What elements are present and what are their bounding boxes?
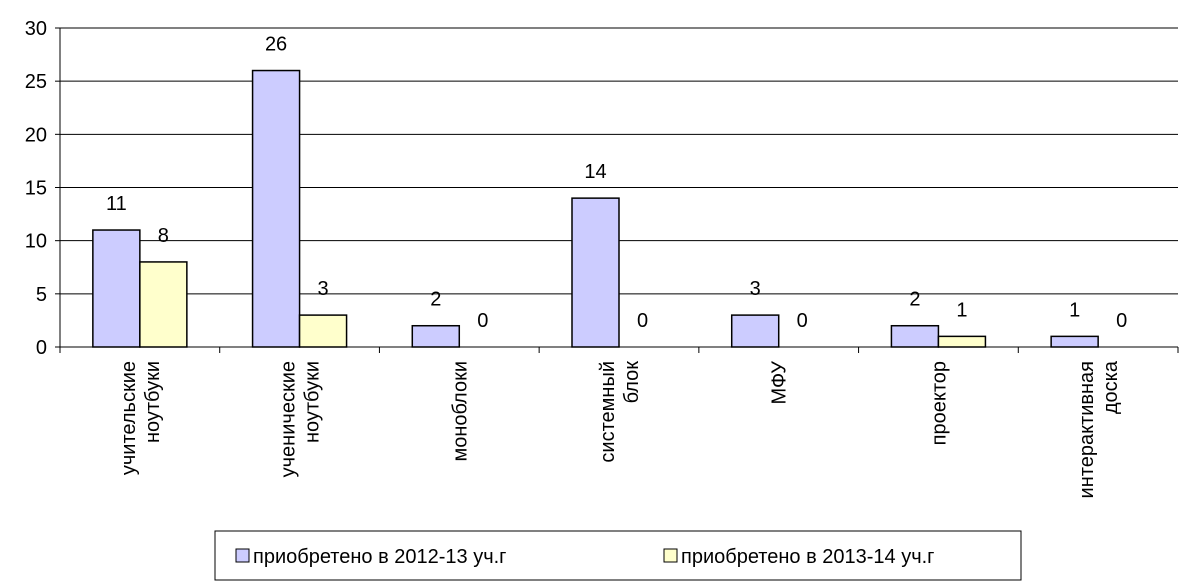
axes (55, 27, 1179, 353)
y-tick-label: 15 (25, 178, 47, 200)
data-label: 8 (158, 225, 169, 247)
y-tick-label: 30 (25, 18, 47, 40)
legend-swatch (663, 548, 678, 563)
category-label: моноблоки (449, 361, 471, 462)
data-label: 26 (265, 34, 287, 56)
data-label: 0 (637, 310, 648, 332)
legend-label: приобретено в 2012-13 уч.г (253, 546, 506, 568)
y-tick-label: 25 (25, 71, 47, 93)
data-label: 11 (106, 193, 127, 215)
bar-series-1 (571, 197, 620, 348)
bar-series-1 (730, 314, 780, 348)
bar-series-1 (92, 229, 141, 348)
legend-label: приобретено в 2013-14 уч.г (681, 546, 934, 568)
category-label: ноутбуки (142, 361, 164, 443)
category-label: МФУ (769, 361, 791, 405)
bar-series-1 (411, 324, 461, 348)
bars (92, 69, 1099, 348)
y-tick-label: 5 (36, 284, 47, 306)
data-label: 1 (956, 299, 967, 321)
data-label: 3 (750, 278, 761, 300)
category-label: блок (621, 361, 643, 404)
bar-series-2 (937, 335, 987, 348)
bar-series-1 (1050, 335, 1099, 348)
category-label: проектор (928, 361, 950, 445)
legend: приобретено в 2012-13 уч.г приобретено в … (214, 530, 1022, 581)
data-label: 1 (1069, 299, 1080, 321)
category-label: ноутбуки (302, 361, 324, 443)
category-label: интерактивная (1076, 361, 1098, 498)
y-tick-label: 0 (36, 337, 47, 359)
data-label: 0 (1116, 310, 1127, 332)
category-label: ученические (278, 361, 300, 477)
category-label: системный (597, 361, 619, 463)
bar-series-2 (298, 314, 348, 348)
y-tick-label: 10 (25, 231, 47, 253)
data-label: 2 (909, 289, 920, 311)
data-label: 3 (318, 278, 329, 300)
data-label: 14 (584, 161, 606, 183)
category-label: учительские (118, 361, 140, 475)
data-label: 2 (430, 289, 441, 311)
bar-series-1 (890, 324, 940, 348)
data-label: 0 (797, 310, 808, 332)
bar-series-2 (139, 261, 188, 348)
category-labels: учительские ноутбуки ученические ноутбуки мо… (118, 360, 1122, 498)
legend-swatch (235, 548, 250, 563)
bar-series-1 (251, 69, 301, 348)
gridlines (60, 27, 1178, 295)
y-tick-labels: 0 5 10 15 20 25 30 (25, 18, 47, 359)
y-tick-label: 20 (25, 124, 47, 146)
category-label: доска (1100, 360, 1122, 414)
legend-box (214, 530, 1022, 581)
data-label: 0 (477, 310, 488, 332)
data-labels: 11 26 2 14 3 2 1 8 3 0 0 0 1 0 (106, 34, 1127, 332)
